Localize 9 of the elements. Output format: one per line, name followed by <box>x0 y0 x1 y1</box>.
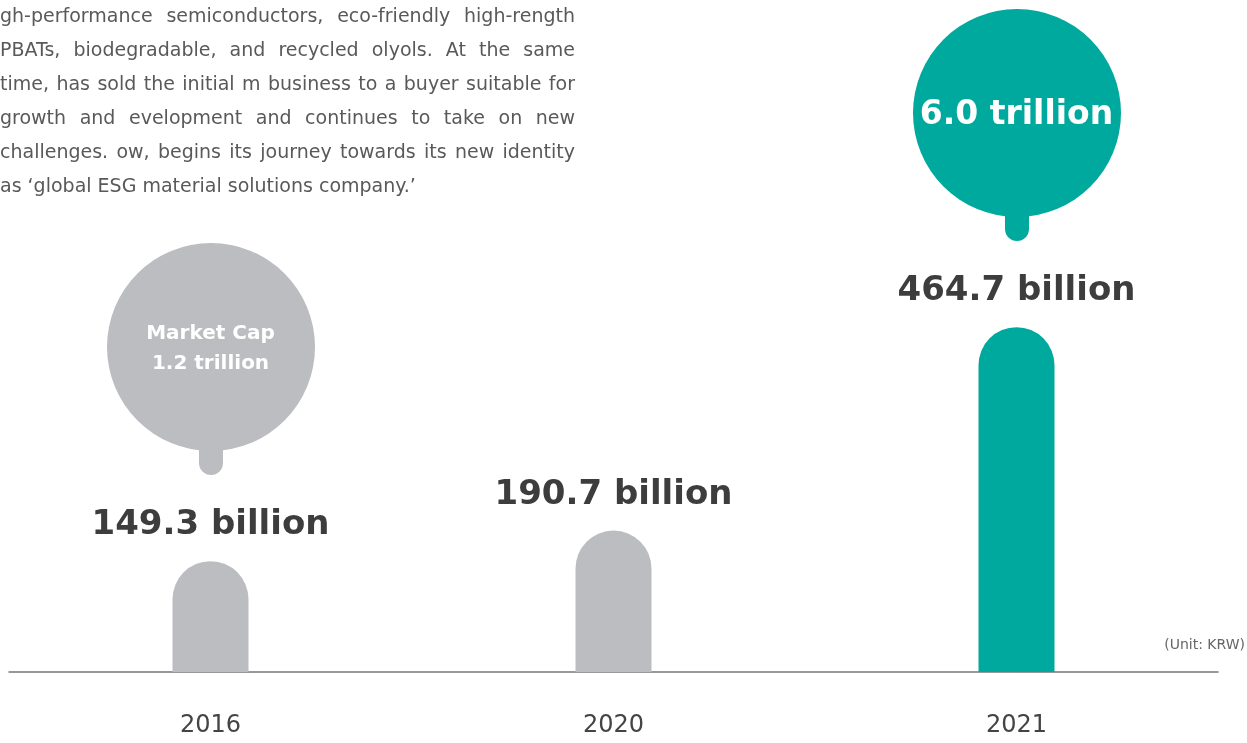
annotation: Market Cap 1.2 trillion <box>146 319 275 377</box>
x-tick-label: 2020 <box>582 710 645 738</box>
data-label: 149.3 billion <box>91 502 330 543</box>
text: gh-performance semiconductors, eco-friendly high-rength PBATs, biodegradable, and recycled olyols. At the same time, has sold the initial m business to a buyer suitable for growth and evelopment and continues to take on new challenges. ow, begins its journey towards its new identity as ‘global ESG material solutions company.’ <box>0 3 575 198</box>
data-label: 190.7 billion <box>494 471 733 512</box>
annotation: (Unit: KRW) <box>1164 636 1245 652</box>
data-label: 464.7 billion <box>897 268 1136 309</box>
x-tick-label: 2016 <box>179 710 242 738</box>
x-tick-label: 2021 <box>985 710 1048 738</box>
